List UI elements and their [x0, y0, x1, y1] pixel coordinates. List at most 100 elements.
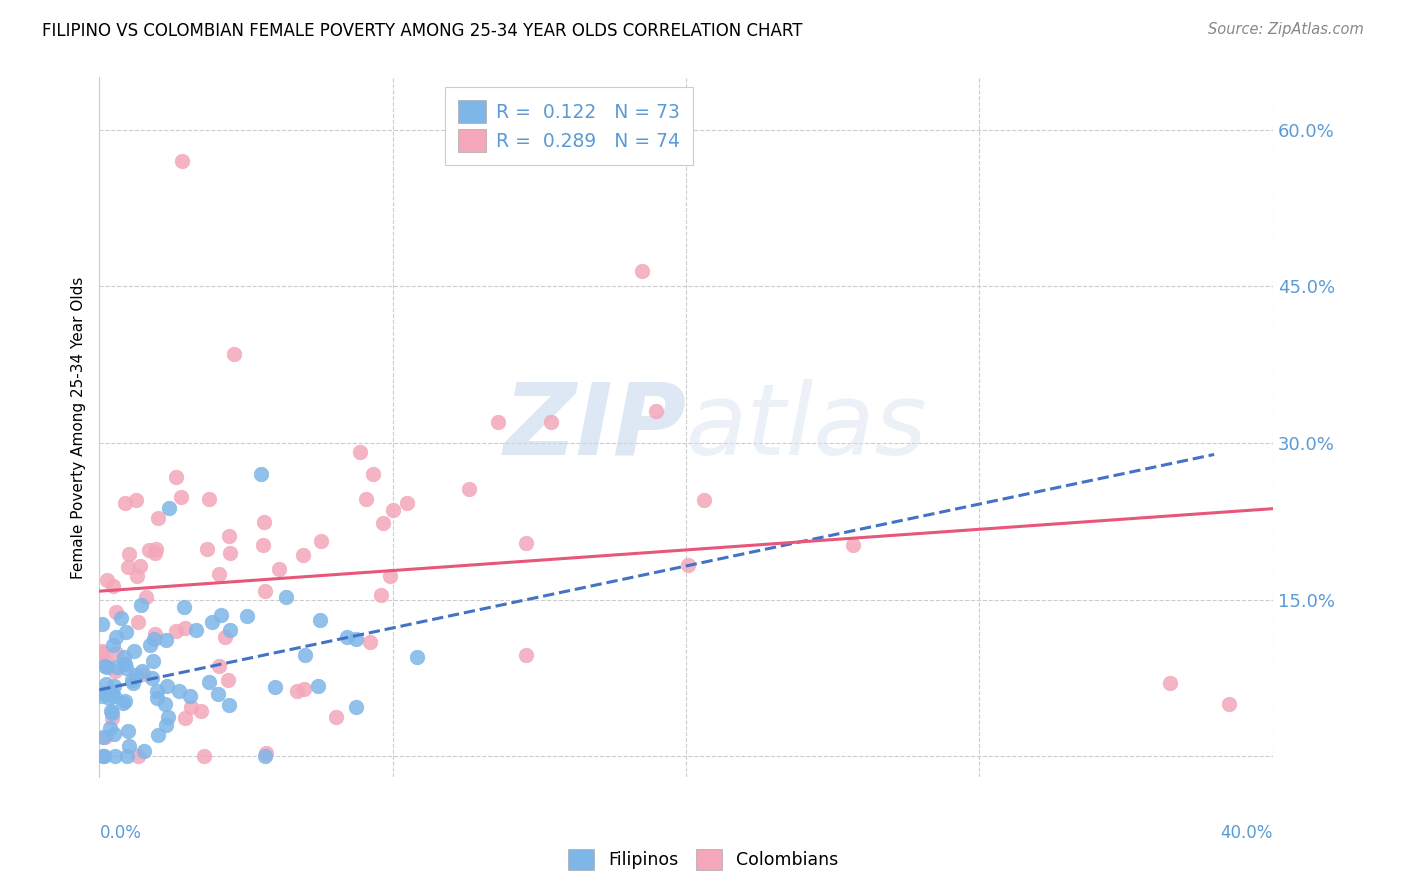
Point — [93, 730, 115, 744]
Point — [219, 624, 242, 638]
Y-axis label: Female Poverty Among 25-34 Year Olds: Female Poverty Among 25-34 Year Olds — [72, 277, 86, 579]
Point — [114, 496, 136, 510]
Point — [96, 676, 118, 690]
Point — [91, 730, 114, 744]
Point — [104, 749, 127, 764]
Text: atlas: atlas — [686, 379, 928, 475]
Point — [515, 648, 537, 663]
Point — [406, 650, 429, 665]
Point — [103, 690, 125, 704]
Point — [249, 467, 271, 482]
Point — [309, 613, 332, 627]
Point — [349, 444, 371, 458]
Point — [631, 263, 654, 277]
Point — [98, 690, 121, 705]
Point — [115, 749, 138, 764]
Point — [93, 686, 115, 700]
Point — [104, 665, 127, 679]
Point — [132, 743, 155, 757]
Point — [207, 687, 229, 701]
Point — [157, 501, 180, 516]
Point — [173, 621, 195, 635]
Point — [131, 664, 153, 678]
Point — [115, 661, 138, 675]
Point — [100, 704, 122, 718]
Point — [101, 706, 124, 721]
Point — [94, 658, 117, 673]
Point — [156, 680, 179, 694]
Point — [198, 492, 221, 507]
Point — [104, 605, 127, 619]
Point — [146, 511, 169, 525]
Point — [91, 646, 114, 660]
Point — [381, 502, 404, 516]
Point — [201, 615, 224, 629]
Point — [125, 569, 148, 583]
Point — [96, 573, 118, 587]
Text: ZIP: ZIP — [503, 379, 686, 475]
Point — [142, 654, 165, 668]
Point — [91, 643, 114, 657]
Point — [294, 648, 316, 663]
Point — [253, 583, 276, 598]
Point — [100, 722, 122, 736]
Point — [91, 749, 114, 764]
Point — [165, 624, 187, 638]
Point — [359, 635, 381, 649]
Point — [96, 655, 118, 669]
Text: 40.0%: 40.0% — [1220, 824, 1272, 842]
Text: Source: ZipAtlas.com: Source: ZipAtlas.com — [1208, 22, 1364, 37]
Point — [122, 644, 145, 658]
Point — [103, 727, 125, 741]
Point — [269, 562, 291, 576]
Point — [141, 671, 163, 685]
Point — [218, 698, 240, 713]
Point — [91, 616, 114, 631]
Point — [145, 627, 167, 641]
Point — [179, 690, 201, 704]
Point — [138, 638, 160, 652]
Point — [540, 415, 562, 429]
Point — [1159, 676, 1181, 690]
Point — [145, 542, 167, 557]
Point — [143, 632, 166, 646]
Point — [93, 749, 115, 764]
Point — [129, 598, 152, 612]
Point — [115, 625, 138, 640]
Point — [167, 684, 190, 698]
Point — [285, 683, 308, 698]
Point — [165, 470, 187, 484]
Point — [1218, 697, 1240, 711]
Point — [264, 680, 287, 694]
Point — [111, 696, 134, 710]
Point — [486, 415, 509, 429]
Text: FILIPINO VS COLOMBIAN FEMALE POVERTY AMONG 25-34 YEAR OLDS CORRELATION CHART: FILIPINO VS COLOMBIAN FEMALE POVERTY AMO… — [42, 22, 803, 40]
Point — [354, 491, 377, 506]
Point — [127, 615, 149, 629]
Point — [325, 709, 347, 723]
Point — [197, 541, 219, 556]
Point — [117, 723, 139, 738]
Point — [370, 588, 392, 602]
Point — [135, 591, 157, 605]
Point — [292, 681, 315, 696]
Point — [842, 537, 865, 551]
Point — [395, 495, 418, 509]
Legend: Filipinos, Colombians: Filipinos, Colombians — [560, 840, 846, 879]
Point — [101, 638, 124, 652]
Legend: R =  0.122   N = 73, R =  0.289   N = 74: R = 0.122 N = 73, R = 0.289 N = 74 — [444, 87, 693, 165]
Point — [146, 728, 169, 742]
Point — [125, 493, 148, 508]
Point — [252, 538, 274, 552]
Point — [276, 591, 298, 605]
Point — [155, 632, 177, 647]
Point — [105, 660, 128, 674]
Point — [307, 680, 329, 694]
Point — [217, 673, 239, 688]
Point — [101, 685, 124, 699]
Point — [174, 711, 197, 725]
Point — [103, 679, 125, 693]
Point — [118, 547, 141, 561]
Point — [190, 704, 212, 718]
Point — [170, 153, 193, 168]
